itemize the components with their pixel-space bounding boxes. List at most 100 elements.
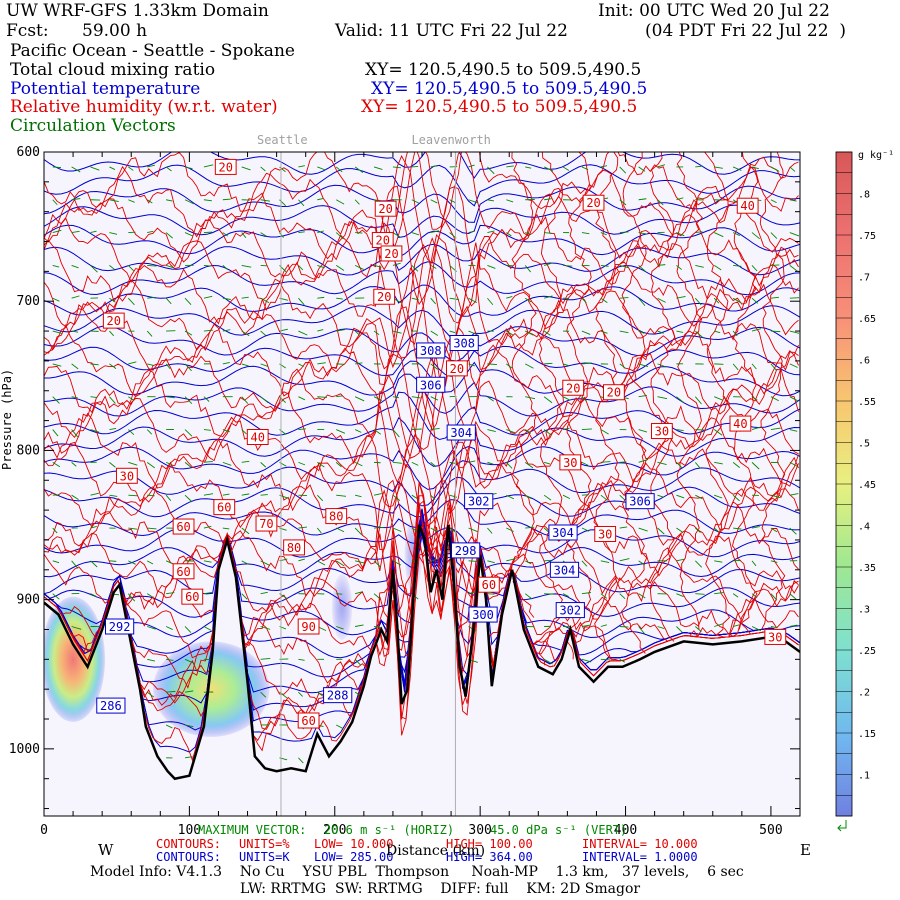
theta-label: 308 — [453, 336, 475, 350]
vector-arrow — [52, 593, 60, 600]
vector-arrow — [770, 363, 777, 371]
vector-arrow — [298, 363, 305, 367]
vector-arrow — [203, 560, 212, 563]
vector-arrow — [430, 199, 438, 204]
vector-arrow — [260, 691, 267, 698]
vector-arrow — [657, 396, 668, 400]
vector-arrow — [676, 265, 682, 270]
vector-arrow — [638, 395, 647, 398]
vector-arrow — [260, 166, 266, 172]
vector-arrow — [638, 560, 646, 566]
vector-arrow — [430, 527, 438, 533]
vector-arrow — [543, 429, 552, 436]
vector-arrow — [562, 494, 571, 500]
return-arrow-icon — [837, 820, 847, 832]
vector-arrow — [165, 232, 173, 239]
vector-arrow — [241, 330, 250, 337]
vector-arrow — [298, 526, 307, 529]
colorbar-tick-label: .8 — [858, 190, 870, 201]
vector-arrow — [543, 166, 554, 172]
vector-arrow — [184, 396, 193, 405]
vector-arrow — [184, 724, 194, 728]
vector-arrow — [241, 166, 251, 171]
rh-label-box — [373, 288, 396, 305]
vector-arrow — [600, 624, 607, 627]
vector-arrow — [638, 265, 646, 272]
vector-arrow — [411, 199, 419, 204]
vector-arrow — [468, 460, 476, 463]
vector-arrow — [789, 265, 798, 272]
vector-arrow — [770, 527, 778, 533]
vector-arrow — [544, 232, 553, 234]
vector-arrow — [544, 198, 552, 201]
vector-arrow — [789, 527, 797, 535]
vector-arrow — [581, 396, 587, 402]
vector-arrow — [581, 232, 590, 235]
vector-arrow — [789, 330, 800, 334]
vector-arrow — [789, 493, 799, 496]
y-tick-label: 600 — [17, 145, 40, 160]
vector-arrow — [71, 330, 79, 333]
vector-arrow — [714, 560, 723, 563]
vector-arrow — [619, 558, 630, 562]
vector-arrow — [165, 264, 175, 269]
vector-arrow — [581, 658, 592, 663]
vector-arrow — [789, 396, 799, 402]
vector-arrow — [109, 330, 115, 337]
vector-arrow — [222, 297, 231, 300]
vector-arrow — [373, 396, 382, 401]
vector-arrow — [676, 527, 683, 533]
theta-label: 302 — [559, 604, 581, 618]
theta-label: 288 — [327, 689, 349, 703]
theta-label-box — [416, 342, 446, 359]
model-info: Model Info: V4.1.3 No Cu YSU PBL Thompso… — [90, 864, 744, 880]
vector-arrow — [336, 329, 346, 332]
vector-arrow — [52, 429, 59, 437]
y-tick-label: 800 — [17, 443, 40, 458]
vector-arrow — [619, 264, 629, 269]
vector-arrow — [203, 329, 213, 332]
vector-arrow — [336, 593, 343, 595]
vector-arrow — [128, 199, 135, 203]
vector-arrow — [751, 265, 758, 272]
rh-contour — [44, 481, 799, 658]
vector-arrow — [298, 757, 304, 764]
theta-contours-label: CONTOURS: — [156, 850, 222, 864]
theta-label: 306 — [629, 495, 651, 509]
vector-arrow — [789, 363, 798, 368]
vector-arrow — [165, 560, 173, 564]
vector-arrow — [147, 164, 155, 168]
vector-arrow — [128, 361, 137, 365]
rh-label-box — [297, 618, 320, 635]
vector-arrow — [600, 494, 608, 501]
vector-arrow — [166, 690, 176, 693]
vector-arrow — [392, 560, 402, 566]
vector-arrow — [714, 592, 724, 595]
vector-arrow — [392, 232, 401, 238]
vector-arrow — [751, 232, 760, 240]
vector-arrow — [505, 462, 513, 469]
theta-contours-low: LOW= 285.00 — [314, 850, 394, 864]
vector-arrow — [184, 658, 194, 664]
vector-arrow — [52, 461, 61, 468]
vector-arrow — [487, 527, 493, 534]
x-tick-label: 200 — [323, 823, 346, 838]
rh-label: 20 — [376, 234, 390, 248]
vector-arrow — [657, 626, 665, 630]
vector-arrow — [487, 166, 495, 175]
vector-arrow — [147, 626, 156, 630]
vector-arrow — [789, 232, 800, 237]
city-label-seattle: Seattle — [256, 133, 308, 147]
rh-contours-interval: INTERVAL= 10.000 — [582, 837, 698, 851]
vector-arrow — [184, 756, 193, 759]
vector-arrow — [694, 297, 702, 306]
vector-arrow — [468, 363, 476, 367]
vector-arrow — [335, 265, 345, 271]
vector-arrow — [52, 229, 62, 234]
vector-arrow — [392, 429, 400, 438]
vector-arrow — [525, 330, 534, 336]
vector-arrow — [298, 330, 308, 336]
vector-arrow — [373, 493, 382, 496]
vector-arrow — [411, 165, 419, 168]
vector-arrow — [638, 198, 647, 201]
